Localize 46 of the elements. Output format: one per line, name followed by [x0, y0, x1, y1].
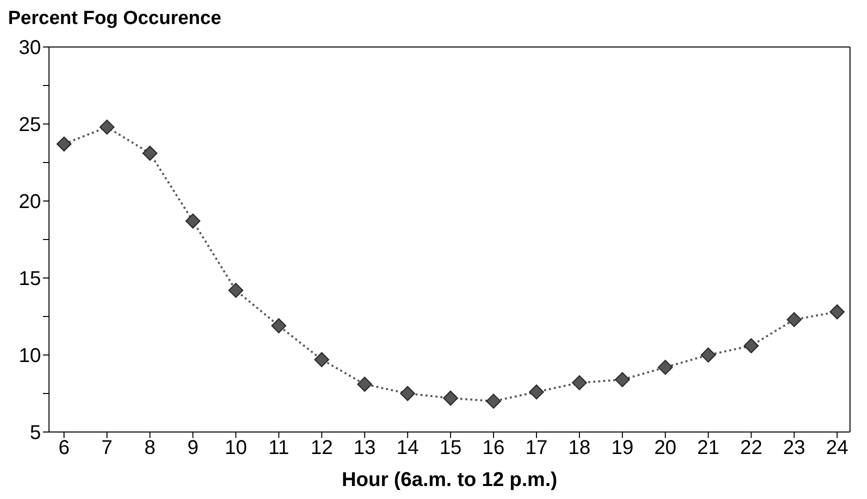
y-tick-label: 30	[18, 37, 41, 60]
x-tick-label: 15	[439, 437, 462, 460]
x-tick-label: 18	[568, 437, 591, 460]
x-tick-label: 8	[144, 437, 156, 460]
x-tick-label: 12	[310, 437, 333, 460]
point	[786, 312, 802, 328]
x-tick-label: 9	[187, 437, 198, 460]
x-tick-label: 7	[101, 437, 113, 460]
x-tick-label: 17	[525, 437, 548, 460]
point	[486, 394, 502, 409]
point	[228, 282, 244, 298]
point	[56, 136, 72, 152]
y-tick-label: 5	[30, 422, 41, 444]
point	[185, 214, 200, 229]
y-tick-label: 20	[18, 191, 41, 214]
x-tick-label: 11	[268, 437, 290, 460]
point	[744, 338, 759, 354]
x-tick-label: 20	[654, 437, 676, 460]
point	[400, 386, 416, 401]
point	[830, 304, 845, 320]
y-tick-label: 25	[18, 114, 41, 136]
point	[357, 376, 372, 392]
point	[443, 390, 458, 406]
point	[658, 360, 673, 375]
point	[700, 348, 716, 362]
x-tick-label: 19	[611, 437, 634, 460]
x-tick-label: 10	[224, 437, 247, 460]
point	[528, 384, 544, 400]
x-tick-label: 23	[783, 437, 806, 460]
x-tick-label: 16	[482, 437, 505, 460]
chart-title: Percent Fog Occurence	[8, 8, 222, 31]
point	[614, 372, 630, 388]
x-tick-label: 24	[826, 437, 848, 460]
point	[99, 120, 114, 135]
point	[271, 318, 286, 334]
x-tick-label: 6	[58, 437, 70, 460]
point	[142, 146, 158, 161]
x-tick-label: 13	[354, 437, 376, 460]
x-tick-label: 14	[396, 437, 419, 460]
y-tick-label: 15	[18, 268, 41, 290]
point	[572, 375, 587, 390]
y-tick-label: 10	[18, 345, 41, 368]
point	[314, 352, 330, 368]
x-tick-label: 22	[740, 437, 762, 460]
x-tick-label: 21	[697, 437, 720, 460]
x-axis-title: Hour (6a.m. to 12 p.m.)	[342, 469, 558, 491]
